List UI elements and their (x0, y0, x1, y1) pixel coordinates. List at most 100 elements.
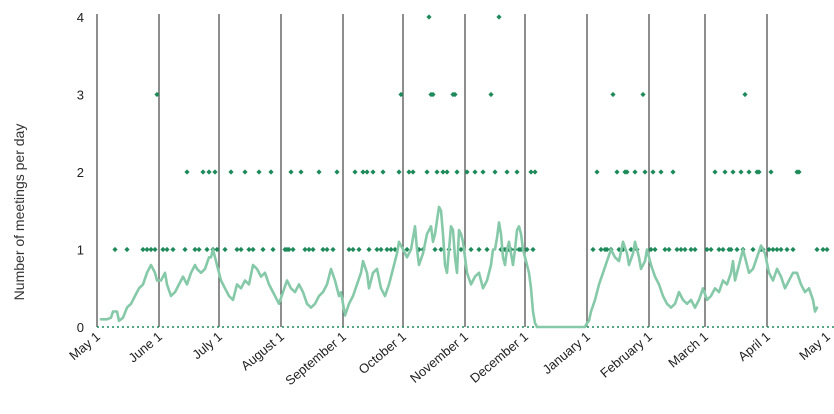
meeting-point (234, 246, 240, 253)
meeting-point (184, 169, 190, 175)
meeting-point (484, 246, 490, 253)
meeting-point (228, 169, 234, 175)
meeting-point (434, 169, 440, 175)
x-tick-label: February 1 (597, 329, 655, 381)
meeting-point (398, 91, 404, 98)
meeting-point (610, 91, 616, 98)
meeting-point (350, 246, 356, 253)
meeting-point (440, 169, 446, 175)
meeting-point (674, 246, 680, 253)
meeting-point (444, 169, 450, 175)
meeting-point (288, 169, 294, 175)
meeting-point (658, 169, 664, 175)
meeting-point (334, 169, 340, 175)
meeting-point (452, 91, 458, 98)
meeting-point (720, 246, 726, 253)
month-gridlines (96, 14, 834, 328)
x-tick-label: July 1 (189, 329, 225, 362)
meeting-point (504, 169, 510, 175)
meeting-point (784, 246, 790, 253)
x-tick-label: March 1 (665, 329, 711, 371)
x-tick-label: May 1 (796, 329, 833, 363)
meeting-point (324, 246, 330, 253)
meeting-point (790, 246, 796, 253)
meeting-point (160, 246, 166, 253)
meeting-point (204, 246, 210, 253)
meeting-point (438, 246, 444, 253)
meeting-point (532, 169, 538, 175)
meeting-point (200, 169, 206, 175)
meeting-point (458, 246, 464, 253)
meeting-point (152, 246, 158, 253)
y-axis-ticks: 0 1 2 3 4 (77, 10, 84, 335)
meeting-point (670, 169, 676, 175)
meeting-point (528, 169, 534, 175)
meeting-point (378, 246, 384, 253)
meeting-point (242, 169, 248, 175)
meeting-point (356, 246, 362, 253)
meeting-point (704, 246, 710, 253)
meeting-point (290, 246, 296, 253)
meeting-point (796, 169, 802, 175)
meeting-point (604, 246, 610, 253)
meeting-point (260, 246, 266, 253)
meeting-point (820, 246, 826, 253)
meeting-point (306, 246, 312, 253)
meeting-point (464, 169, 470, 175)
meeting-point (396, 169, 402, 175)
meeting-point (212, 169, 218, 175)
meeting-point (256, 169, 262, 175)
meeting-point (298, 169, 304, 175)
y-tick-label: 4 (77, 10, 84, 25)
meeting-point (728, 246, 734, 253)
meeting-point (246, 246, 252, 253)
meeting-point (384, 246, 390, 253)
meeting-point (302, 246, 308, 253)
meeting-point (472, 169, 478, 175)
meeting-point (192, 246, 198, 253)
meeting-point (404, 246, 410, 253)
meeting-point (352, 169, 358, 175)
meeting-point (652, 246, 658, 253)
x-tick-label: April 1 (735, 329, 773, 364)
meeting-point (640, 91, 646, 98)
meeting-point (778, 246, 784, 253)
meeting-point (514, 169, 520, 175)
meeting-point (316, 169, 322, 175)
y-tick-label: 1 (77, 243, 84, 258)
meeting-point (774, 246, 780, 253)
meeting-point (468, 246, 474, 253)
meeting-point (268, 169, 274, 175)
meeting-point (426, 14, 432, 20)
meeting-point (196, 246, 202, 253)
meeting-point (766, 246, 772, 253)
meeting-point (682, 246, 688, 253)
meeting-point (688, 246, 694, 253)
meeting-point (424, 169, 430, 175)
meeting-point (410, 169, 416, 175)
meeting-point (722, 169, 728, 175)
meeting-point (756, 169, 762, 175)
meeting-point (286, 246, 292, 253)
meeting-point (768, 169, 774, 175)
meeting-point (430, 91, 436, 98)
meeting-point (662, 246, 668, 253)
meeting-point (594, 169, 600, 175)
meeting-point (366, 246, 372, 253)
meeting-point (678, 246, 684, 253)
meeting-point (144, 246, 150, 253)
meeting-point (742, 91, 748, 98)
meeting-point (454, 169, 460, 175)
smoothed-trend (99, 205, 819, 329)
meeting-point (374, 246, 380, 253)
meeting-point (624, 169, 630, 175)
meeting-point (730, 169, 736, 175)
meeting-point (182, 246, 188, 253)
meeting-point (632, 169, 638, 175)
meeting-point (170, 246, 176, 253)
meeting-point (164, 246, 170, 253)
meeting-point (250, 246, 256, 253)
meeting-point (708, 246, 714, 253)
trend-line (99, 205, 819, 329)
meeting-point (746, 169, 752, 175)
